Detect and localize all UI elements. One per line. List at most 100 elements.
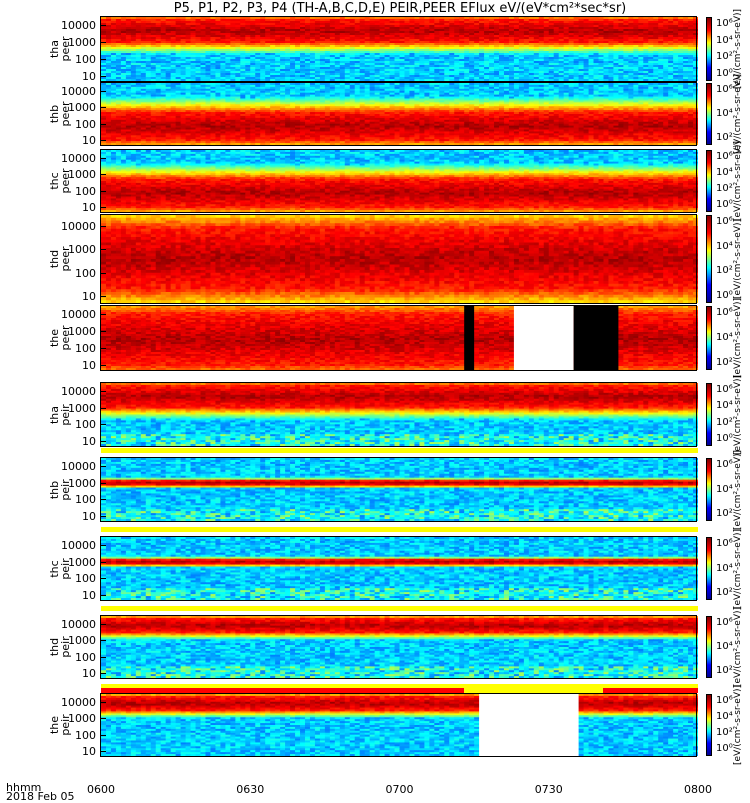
y-tick-mark	[101, 499, 106, 500]
y-tick-mark	[101, 42, 106, 43]
y-tick-label: 10000	[30, 697, 96, 708]
quality-flag-segment	[101, 688, 464, 693]
colorbar-tick-label: 10²	[716, 588, 733, 598]
colorbar-tick-label: 10⁶	[716, 696, 733, 706]
colorbar-unit-label: [eV/(cm²-s-sr-eV)]	[733, 685, 743, 765]
y-tick-mark	[101, 391, 106, 392]
colorbar-unit-label: [eV/(cm²-s-sr-eV)]	[733, 374, 743, 454]
colorbar-tick-label: 10⁶	[716, 19, 733, 29]
y-tick-mark	[101, 595, 106, 596]
y-tick-label: 10	[30, 202, 96, 213]
spectrogram-image	[101, 306, 698, 370]
colorbar	[706, 150, 712, 212]
quality-flag-segment	[464, 688, 603, 693]
colorbar-tick-label: 10⁴	[716, 333, 733, 343]
colorbar-tick-label: 10⁰	[716, 69, 733, 79]
colorbar	[706, 83, 712, 145]
colorbar-tick-label: 10⁰	[716, 434, 733, 444]
spectrogram-svg	[101, 383, 698, 446]
spectrogram-image	[101, 616, 698, 678]
spectrogram-svg	[101, 537, 698, 600]
y-tick-mark	[101, 91, 106, 92]
y-tick-label: 10000	[30, 619, 96, 630]
y-tick-label: 10000	[30, 221, 96, 232]
spectrogram-image	[101, 215, 698, 303]
y-tick-mark	[101, 226, 106, 227]
y-tick-label: 10000	[30, 309, 96, 320]
spectrogram-image	[101, 458, 698, 521]
spectrogram-svg	[101, 17, 698, 81]
y-label-product: peir	[60, 479, 71, 500]
data-gap-2	[574, 306, 619, 370]
y-tick-mark	[101, 735, 106, 736]
y-tick-mark	[101, 408, 106, 409]
y-tick-mark	[101, 640, 106, 641]
colorbar	[706, 458, 712, 521]
x-axis-label-date: 2018 Feb 05	[6, 790, 74, 803]
y-tick-mark	[101, 191, 106, 192]
y-tick-mark	[101, 562, 106, 563]
y-tick-mark	[101, 174, 106, 175]
y-tick-label: 10	[30, 511, 96, 522]
colorbar-tick-label: 10⁶	[716, 308, 733, 318]
y-tick-label: 10000	[30, 153, 96, 164]
quality-flag-segment	[101, 606, 698, 611]
spectrogram-svg	[101, 306, 698, 370]
y-tick-mark	[101, 466, 106, 467]
colorbar-tick-label: 10⁴	[716, 401, 733, 411]
colorbar	[706, 17, 712, 81]
y-tick-mark	[101, 331, 106, 332]
spectrogram-image	[101, 150, 698, 212]
x-tick-label: 0600	[87, 783, 115, 796]
y-label-product: peir	[60, 404, 71, 425]
spectrogram-svg	[101, 215, 698, 303]
y-tick-mark	[101, 751, 106, 752]
colorbar-tick-label: 10²	[716, 418, 733, 428]
y-tick-mark	[101, 624, 106, 625]
colorbar-tick-label: 10⁶	[716, 460, 733, 470]
spectrogram-image	[101, 17, 698, 81]
data-gap-0	[479, 694, 578, 756]
colorbar-tick-label: 10⁴	[716, 564, 733, 574]
y-tick-mark	[101, 140, 106, 141]
colorbar-tick-label: 10²	[716, 133, 733, 143]
colorbar-tick-label: 10⁴	[716, 109, 733, 119]
spectrogram-image	[101, 694, 698, 756]
data-gap-0	[464, 306, 474, 370]
colorbar-tick-label: 10⁴	[716, 36, 733, 46]
y-tick-label: 10000	[30, 386, 96, 397]
y-tick-mark	[101, 124, 106, 125]
y-tick-mark	[101, 516, 106, 517]
y-label-product: peer	[60, 101, 71, 126]
y-label-product: peer	[60, 36, 71, 61]
y-tick-label: 10	[30, 436, 96, 447]
y-tick-mark	[101, 249, 106, 250]
colorbar-unit-label: [eV/(cm²-s-sr-eV)]	[733, 298, 743, 378]
spectrogram-image	[101, 383, 698, 446]
colorbar-tick-label: 10²	[716, 358, 733, 368]
colorbar-unit-label: [eV/(cm²-s-sr-eV)]	[733, 607, 743, 687]
colorbar	[706, 306, 712, 370]
y-label-product: peir	[60, 558, 71, 579]
y-tick-label: 10	[30, 135, 96, 146]
colorbar-tick-label: 10⁶	[716, 618, 733, 628]
colorbar-tick-label: 10²	[716, 666, 733, 676]
y-tick-mark	[101, 657, 106, 658]
y-tick-mark	[101, 365, 106, 366]
colorbar	[706, 383, 712, 446]
colorbar-unit-label: [eV/(cm²-s-sr-eV)]	[733, 219, 743, 299]
colorbar-tick-label: 10⁰	[716, 291, 733, 301]
spectrogram-svg	[101, 83, 698, 145]
colorbar-unit-label: [eV/(cm²-s-sr-eV)]	[733, 141, 743, 221]
y-tick-mark	[101, 545, 106, 546]
y-tick-mark	[101, 273, 106, 274]
y-tick-label: 10	[30, 291, 96, 302]
colorbar-tick-label: 10²	[716, 184, 733, 194]
quality-flag-segment	[101, 448, 698, 453]
colorbar-unit-label: [eV/(cm²-s-sr-eV)]	[733, 449, 743, 529]
y-tick-mark	[101, 314, 106, 315]
colorbar-tick-label: 10²	[716, 52, 733, 62]
colorbar-tick-label: 10⁴	[716, 242, 733, 252]
colorbar-tick-label: 10⁴	[716, 168, 733, 178]
